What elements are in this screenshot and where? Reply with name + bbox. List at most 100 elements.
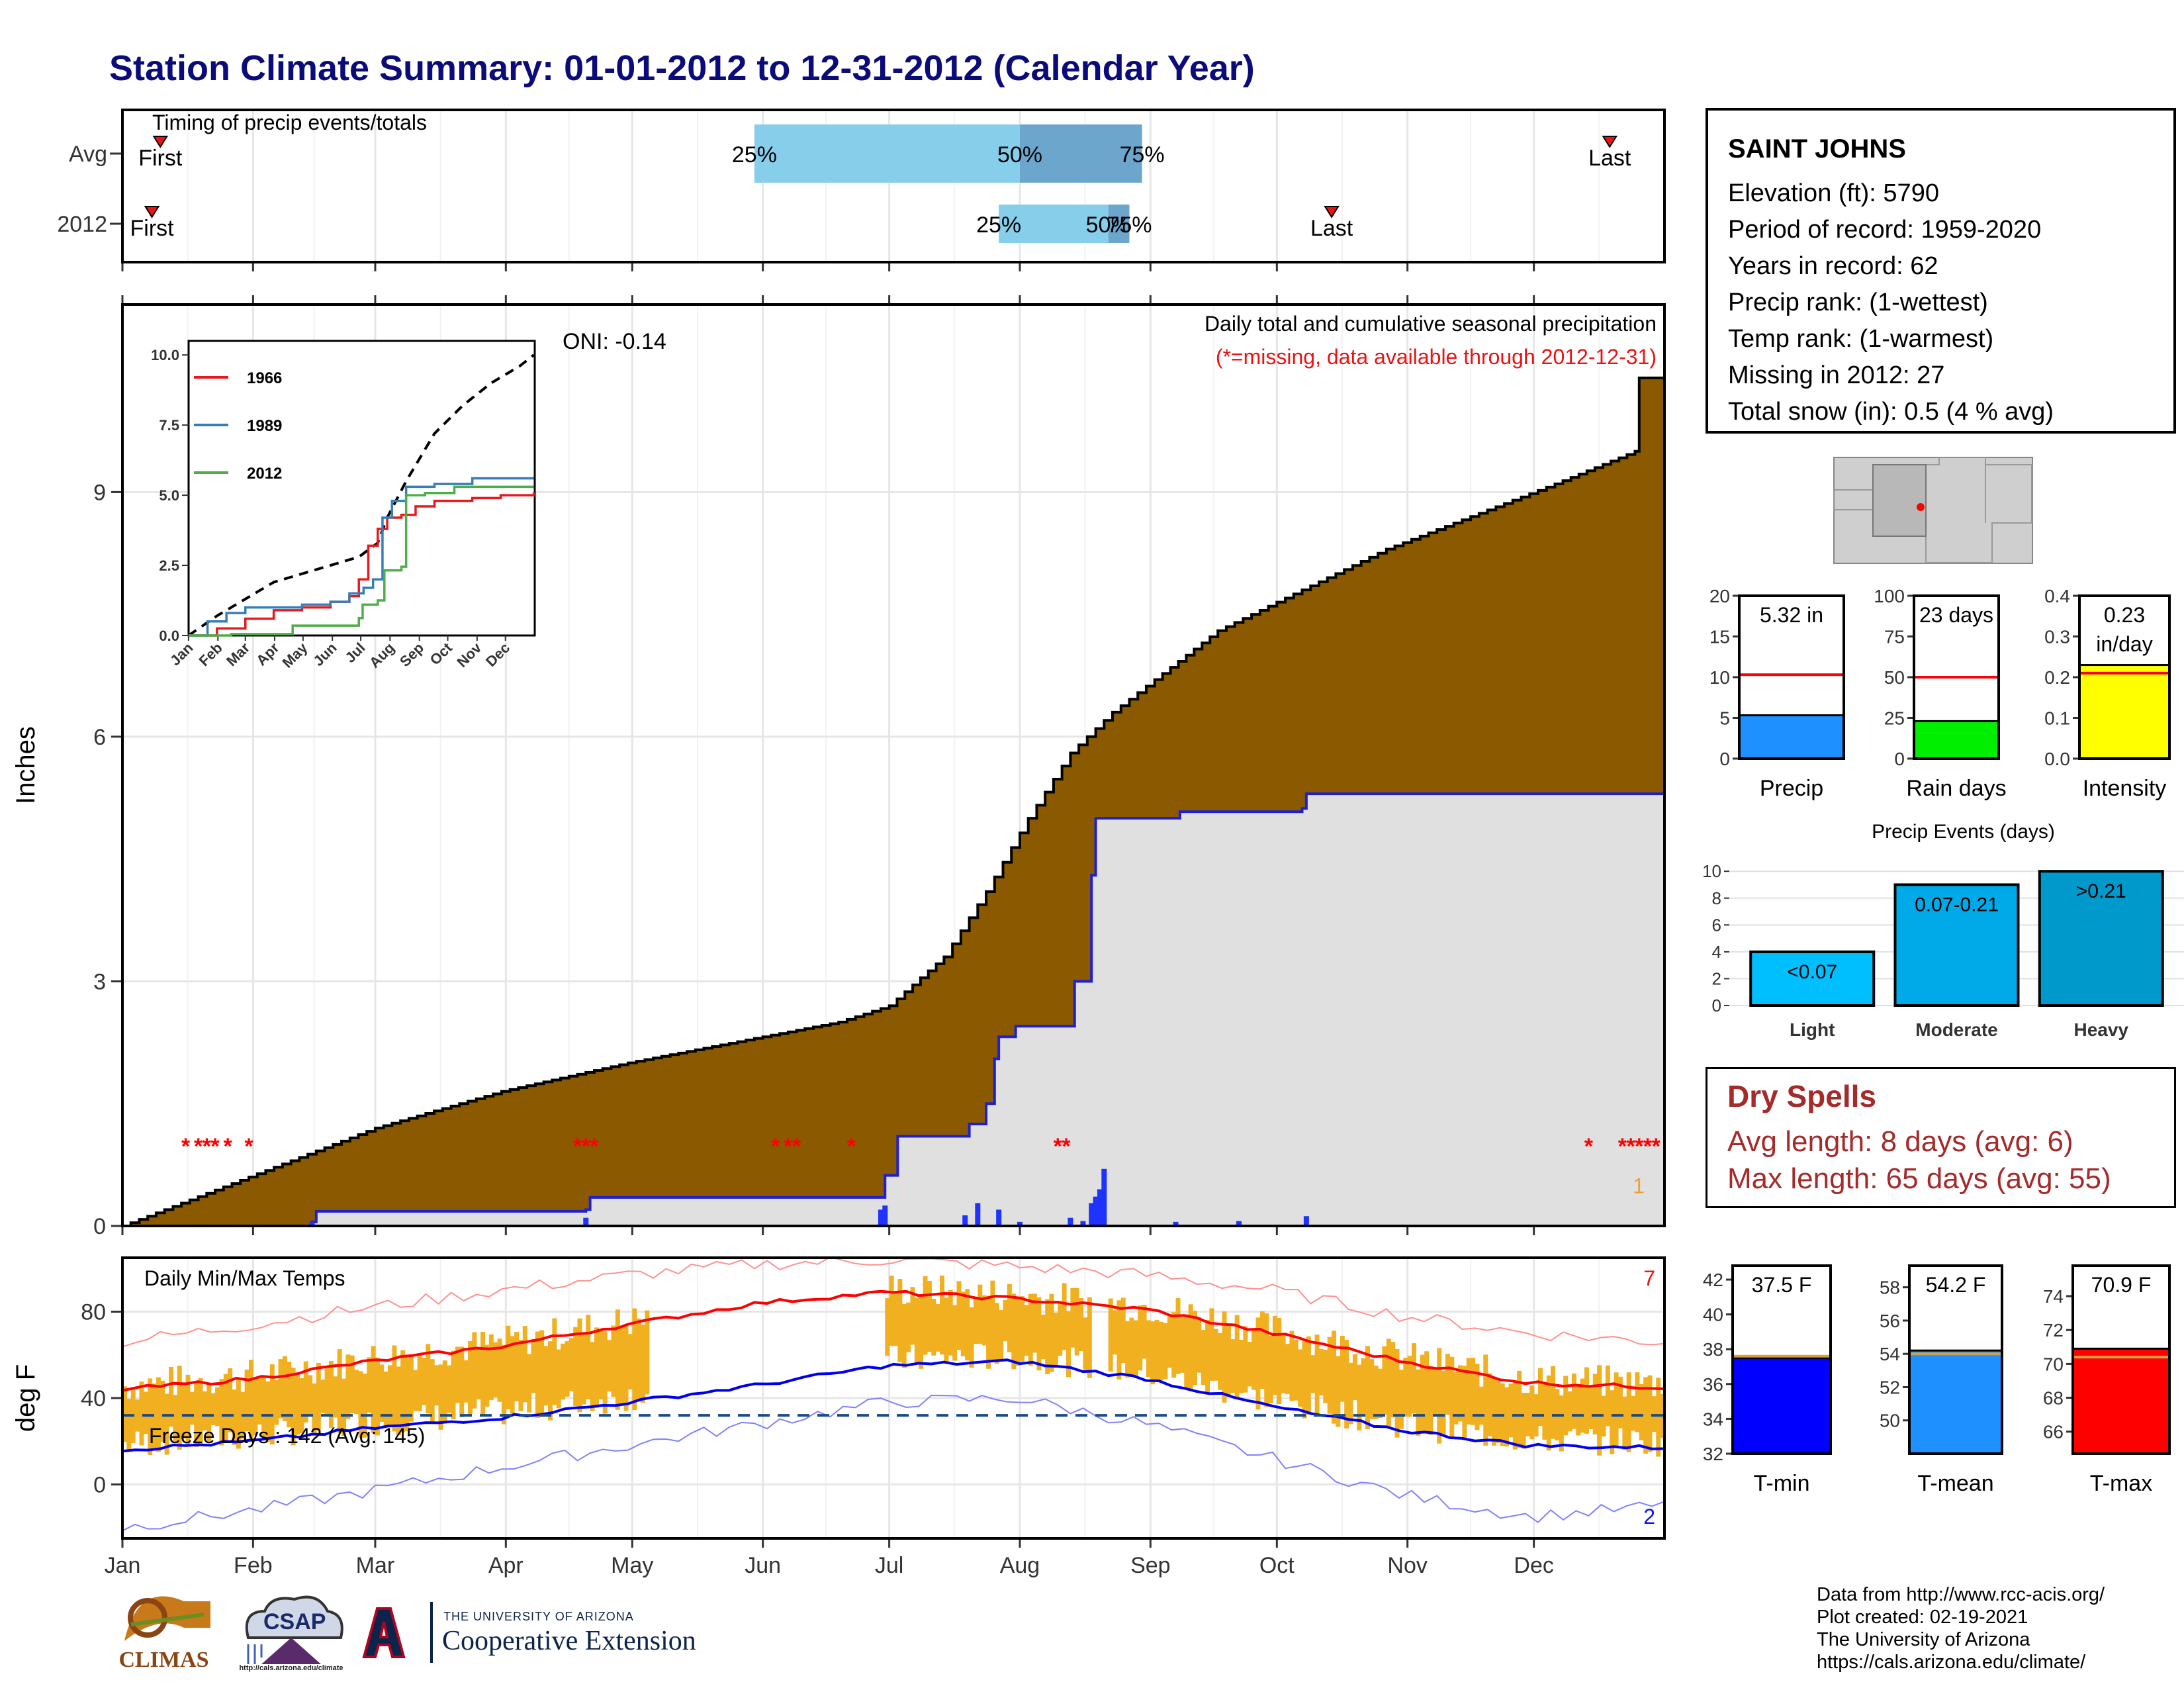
daily-temp-bar-93 xyxy=(514,1332,520,1402)
daily-temp-bar-238 xyxy=(1125,1321,1130,1378)
precip-events-ytick-label-3: 6 xyxy=(1712,915,1721,935)
daily-precip-bar-2 xyxy=(878,1209,884,1226)
daily-temp-bar-98 xyxy=(535,1331,540,1418)
missing-day-marker-2: * xyxy=(203,1134,212,1159)
daily-temp-bar-253 xyxy=(1188,1304,1193,1389)
inset-series-1966 xyxy=(189,492,535,637)
timing-avg-last-marker xyxy=(1602,136,1618,148)
daily-temp-bar-83 xyxy=(472,1332,477,1409)
daily-temp-bar-356 xyxy=(1622,1396,1627,1450)
daily-temp-bar-202 xyxy=(973,1297,978,1344)
daily-temp-bar-268 xyxy=(1251,1328,1257,1390)
daily-temp-bar-108 xyxy=(577,1318,582,1413)
daily-temp-bar-337 xyxy=(1542,1383,1547,1440)
temp-chart-title: Daily Min/Max Temps xyxy=(144,1266,345,1290)
daily-temp-bar-89 xyxy=(497,1338,502,1402)
daily-precip-bar-10 xyxy=(1089,1203,1095,1226)
csap-url: http://cals.arizona.edu/climate xyxy=(239,1664,343,1672)
daily-temp-bar-359 xyxy=(1635,1372,1640,1432)
daily-temp-bar-197 xyxy=(952,1305,958,1361)
daily-temp-bar-219 xyxy=(1045,1299,1050,1374)
daily-temp-bar-308 xyxy=(1420,1354,1425,1433)
ua-divider xyxy=(430,1602,433,1663)
inset-ytick-label-0: 0.0 xyxy=(159,628,179,644)
temp-ytick-label-2: 80 xyxy=(81,1300,106,1325)
daily-temp-bar-271 xyxy=(1264,1313,1269,1407)
daily-temp-bar-213 xyxy=(1019,1296,1024,1362)
daily-temp-bar-255 xyxy=(1197,1317,1202,1373)
precip_total-frame xyxy=(1738,594,1845,760)
month-label-jul: Jul xyxy=(875,1553,903,1578)
csap-logo: CSAP http://cals.arizona.edu/climate xyxy=(232,1585,351,1678)
daily-temp-bar-291 xyxy=(1348,1362,1353,1425)
tmean-ytick-label-4: 58 xyxy=(1880,1278,1900,1298)
tmax-ytick-label-3: 72 xyxy=(2043,1320,2064,1340)
credits-url: https://cals.arizona.edu/climate/ xyxy=(1817,1652,2086,1673)
credits-data-source: Data from http://www.rcc-acis.org/ xyxy=(1817,1584,2105,1605)
missing-day-marker-16: * xyxy=(1618,1134,1627,1159)
daily-temp-bar-326 xyxy=(1496,1378,1501,1443)
daily-temp-bar-288 xyxy=(1336,1356,1341,1427)
daily-precip-bar-6 xyxy=(996,1209,1002,1226)
daily-temp-bar-84 xyxy=(476,1347,481,1400)
daily-temp-bar-118 xyxy=(619,1326,625,1406)
timing-avg-p50-label: 50% xyxy=(997,142,1042,167)
daily-temp-bar-54 xyxy=(349,1355,355,1414)
daily-temp-bar-31 xyxy=(253,1377,258,1436)
daily-precip-bar-13 xyxy=(1101,1168,1107,1226)
ua-coop-extension: Cooperative Extension xyxy=(442,1626,696,1656)
timing-2012-last-marker xyxy=(1324,206,1340,218)
dry-spells-avg: Avg length: 8 days (avg: 6) xyxy=(1727,1125,2073,1158)
missing-day-marker-12: * xyxy=(847,1134,856,1159)
daily-temp-bar-191 xyxy=(927,1280,932,1352)
tmin-ytick-label-4: 40 xyxy=(1703,1305,1723,1325)
daily-temp-bar-74 xyxy=(434,1365,439,1406)
daily-temp-bar-97 xyxy=(531,1338,536,1393)
csap-cloud-icon xyxy=(245,1595,343,1664)
daily-temp-bar-60 xyxy=(375,1357,380,1436)
daily-temp-bar-242 xyxy=(1142,1305,1147,1359)
daily-temp-bar-275 xyxy=(1281,1335,1286,1393)
month-label-may: May xyxy=(611,1553,653,1578)
daily-temp-bar-27 xyxy=(236,1378,241,1449)
missing-day-marker-10: * xyxy=(784,1134,793,1159)
daily-temp-bar-3 xyxy=(135,1399,140,1432)
tmax-value-label: 70.9 F xyxy=(2091,1273,2152,1297)
daily-temp-bar-37 xyxy=(278,1359,283,1419)
missing-day-marker-17: * xyxy=(1626,1134,1635,1159)
daily-temp-bar-80 xyxy=(459,1346,465,1418)
daily-temp-bar-55 xyxy=(354,1370,359,1415)
credits-plot-date: Plot created: 02-19-2021 xyxy=(1817,1607,2028,1628)
daily-temp-bar-247 xyxy=(1163,1323,1168,1380)
tmean-ytick-label-1: 52 xyxy=(1880,1377,1900,1397)
daily-temp-bar-39 xyxy=(287,1362,292,1428)
temp-ytick-label-1: 40 xyxy=(81,1386,106,1411)
tmax-bar xyxy=(2071,1347,2171,1455)
timing-avg-p25-label: 25% xyxy=(732,142,777,167)
daily-temp-bar-41 xyxy=(295,1375,300,1435)
daily-temp-bar-339 xyxy=(1551,1366,1556,1439)
daily-precip-bar-9 xyxy=(1080,1221,1086,1226)
daily-temp-bar-292 xyxy=(1352,1354,1357,1401)
daily-precip-bar-8 xyxy=(1068,1217,1073,1226)
daily-temp-bar-322 xyxy=(1479,1386,1484,1425)
precip-events-ytick-label-2: 4 xyxy=(1712,942,1721,962)
daily-temp-bar-45 xyxy=(312,1383,317,1433)
daily-temp-bar-251 xyxy=(1179,1317,1185,1373)
tmax-ytick-label-4: 74 xyxy=(2043,1286,2064,1307)
daily-temp-bar-96 xyxy=(527,1354,532,1413)
daily-temp-bar-106 xyxy=(569,1338,574,1391)
main-ytick-label-0: 0 xyxy=(93,1214,106,1239)
precip-events-bar-label-moderate: 0.07-0.21 xyxy=(1915,894,1999,915)
rain_days-ytick-label-0: 0 xyxy=(1894,749,1905,769)
daily-temp-bar-358 xyxy=(1631,1395,1636,1431)
csap-text: CSAP xyxy=(263,1609,326,1634)
tmean-category-label: T-mean xyxy=(1917,1471,1993,1496)
intensity-value-label: 0.23 xyxy=(2104,603,2145,627)
daily-temp-bar-211 xyxy=(1011,1293,1017,1370)
daily-temp-bar-76 xyxy=(442,1360,447,1423)
daily-temp-bar-207 xyxy=(994,1303,999,1364)
daily-temp-bar-294 xyxy=(1361,1358,1366,1415)
